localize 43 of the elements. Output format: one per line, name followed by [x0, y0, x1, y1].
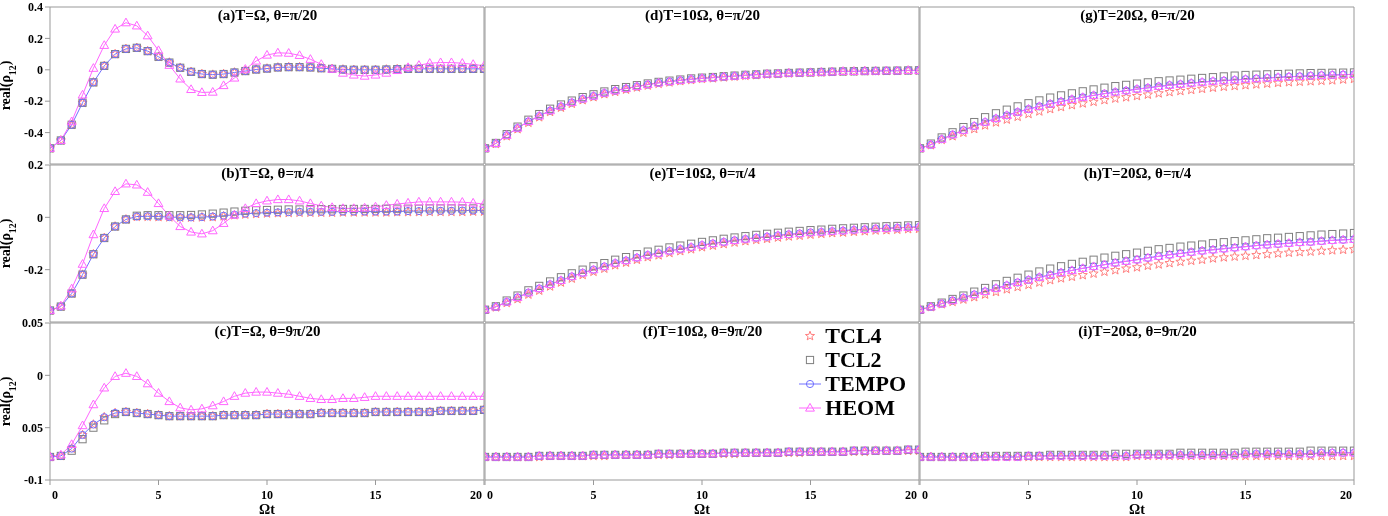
chart-title: (h)T=20Ω, θ=π/4: [1082, 165, 1193, 182]
x-tick-label: 15: [1239, 488, 1252, 502]
x-tick-label: 10: [696, 488, 708, 502]
x-axis-title: Ωt: [1129, 502, 1146, 516]
x-tick-label: 5: [590, 488, 597, 502]
x-tick-label: 10: [1131, 488, 1143, 502]
y-tick-label: 0: [37, 368, 43, 383]
chart-title: (d)T=10Ω, θ=π/20: [643, 7, 762, 24]
y-tick-label: -0.2: [24, 94, 43, 109]
x-tick-label: 0: [922, 488, 928, 502]
y-tick-label: -0.2: [24, 262, 43, 277]
x-tick-label: 20: [470, 488, 482, 502]
x-axis-title: Ωt: [694, 502, 711, 516]
chart-title: (g)T=20Ω, θ=π/20: [1079, 7, 1196, 24]
chart-title: (b)T=Ω, θ=π/4: [220, 165, 315, 182]
y-tick-label: 0.2: [28, 158, 43, 173]
x-tick-label: 5: [155, 488, 162, 502]
x-tick-label: 20: [1340, 488, 1352, 502]
x-tick-label: 10: [261, 488, 273, 502]
y-tick-label: 0.4: [28, 0, 43, 15]
chart-title: (a)T=Ω, θ=π/20: [216, 7, 319, 24]
x-tick-label: 0: [52, 488, 58, 502]
legend-label: TCL2: [825, 347, 882, 372]
x-tick-label: 20: [905, 488, 917, 502]
legend-label: TCL4: [825, 323, 882, 348]
y-tick-label: -0.1: [24, 473, 43, 488]
chart-title: (e)T=10Ω, θ=π/4: [648, 165, 757, 182]
chart-title: (f)T=10Ω, θ=9π/20: [642, 323, 763, 339]
y-tick-label: 0.05: [22, 420, 43, 435]
x-tick-label: 15: [804, 488, 817, 502]
x-tick-label: 0: [487, 488, 493, 502]
y-tick-label: 0: [37, 210, 43, 225]
y-tick-label: 0.05: [22, 316, 43, 331]
y-tick-label: -0.4: [24, 125, 43, 140]
chart-title: (c)T=Ω, θ=9π/20: [213, 323, 322, 340]
legend-label: TEMPO: [825, 371, 906, 396]
x-tick-label: 5: [1025, 488, 1032, 502]
legend-label: HEOM: [825, 395, 895, 420]
x-axis-title: Ωt: [259, 502, 276, 516]
y-tick-label: 0: [37, 63, 43, 78]
y-tick-label: 0.2: [28, 31, 43, 46]
x-tick-label: 15: [369, 488, 382, 502]
chart-title: (i)T=20Ω, θ=9π/20: [1077, 323, 1198, 340]
